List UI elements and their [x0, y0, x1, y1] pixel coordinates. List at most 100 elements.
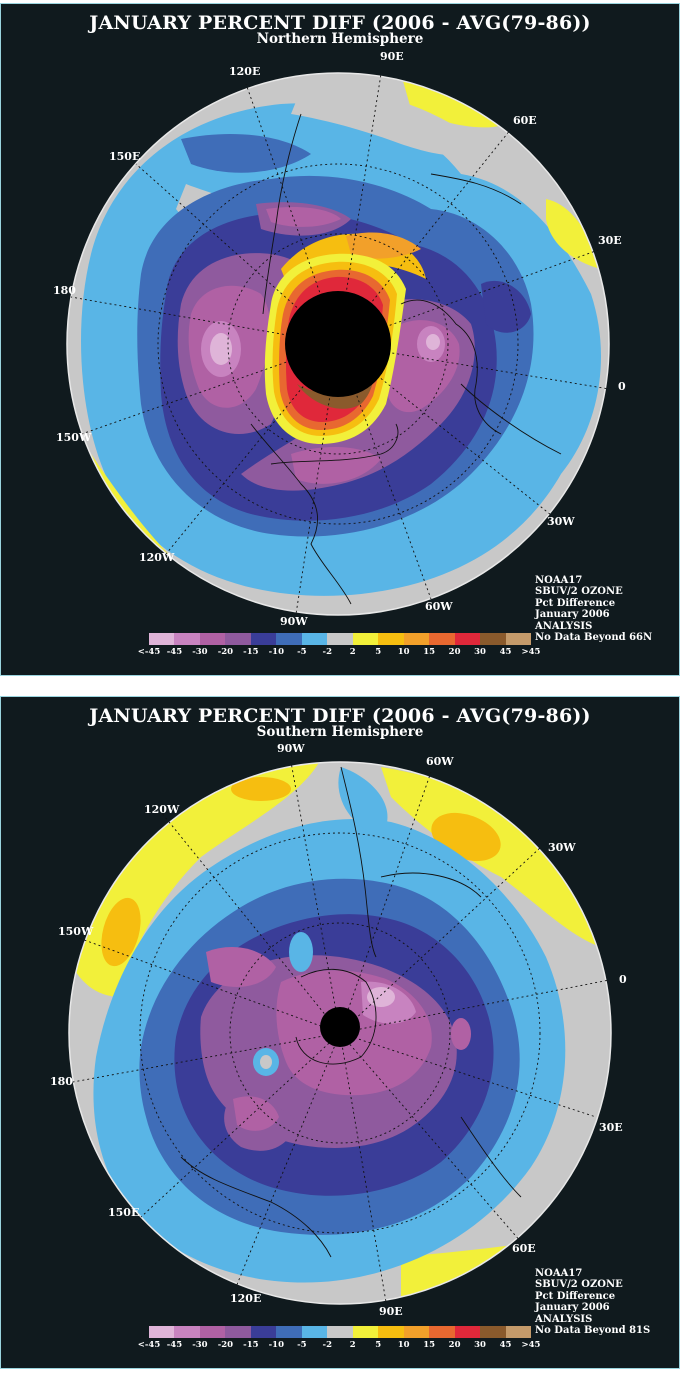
lon-label-120e: 120E [229, 65, 260, 78]
legend-swatch [301, 633, 328, 645]
map-title: JANUARY PERCENT DIFF (2006 - AVG(79-86)) [89, 705, 591, 727]
lon-label-60w: 60W [426, 755, 454, 768]
legend-tick: >45 [521, 647, 541, 657]
legend-swatch [480, 633, 506, 645]
lon-label-90e: 90E [379, 1305, 403, 1318]
lon-label-150e: 150E [108, 1206, 139, 1219]
legend-swatch [505, 633, 532, 645]
satellite-label: NOAA17 [535, 1268, 583, 1279]
no-data-pole-disk [285, 291, 391, 397]
legend-swatch [276, 1326, 302, 1338]
legend-swatch [225, 1326, 251, 1338]
legend-tick: 30 [474, 647, 486, 657]
legend-tick: 30 [474, 1340, 486, 1350]
legend-swatch [378, 633, 404, 645]
legend-swatch [505, 1326, 532, 1338]
instrument-label: SBUV/2 OZONE [535, 586, 623, 598]
quantity-label: Pct Difference [535, 597, 616, 609]
legend-tick-labels: <-45 -45 -30 -20 -15 -10 -5 -2 2 5 10 15 20 30 45 >45 [137, 647, 545, 659]
southern-hemisphere-map: 90W 60W 30W 0 30E 60E 90E 120E 150E 180 … [50, 742, 627, 1318]
date-label: January 2006 [535, 1302, 610, 1314]
legend-swatch [454, 1326, 481, 1338]
legend-tick: -10 [268, 1340, 285, 1350]
legend-tick: 10 [397, 647, 410, 657]
graticule [72, 761, 610, 1303]
legend-swatch [352, 1326, 379, 1338]
legend-swatch [250, 633, 277, 645]
legend-swatch [250, 1326, 277, 1338]
legend-tick: -20 [217, 647, 234, 657]
legend-tick: -15 [243, 647, 259, 657]
legend-tick: -15 [243, 1340, 259, 1350]
analysis-label: ANALYSIS [535, 620, 593, 632]
lon-label-30e: 30E [599, 1121, 623, 1134]
analysis-label: ANALYSIS [535, 1313, 593, 1325]
quantity-label: Pct Difference [535, 1290, 616, 1302]
lon-label-150w: 150W [56, 431, 92, 444]
legend-tick: -20 [217, 1340, 234, 1350]
no-data-note: No Data Beyond 81S [535, 1324, 651, 1336]
legend-swatch [276, 633, 302, 645]
lon-label-60e: 60E [512, 1242, 536, 1255]
lon-label-60e: 60E [513, 114, 537, 127]
color-legend [149, 633, 532, 645]
legend-swatch [174, 633, 200, 645]
legend-swatch [429, 633, 455, 645]
legend-tick: -2 [322, 1340, 332, 1350]
lon-label-30w: 30W [548, 841, 576, 854]
lon-label-120w: 120W [139, 551, 175, 564]
no-data-note: No Data Beyond 66N [535, 631, 653, 643]
color-legend [149, 1326, 532, 1338]
map-info-block: NOAA17 SBUV/2 OZONE Pct Difference Janua… [535, 1268, 650, 1336]
legend-swatch [199, 633, 226, 645]
lon-label-30e: 30E [598, 234, 622, 247]
legend-tick: <-45 [137, 647, 161, 657]
legend-tick: 2 [349, 647, 356, 657]
legend-tick: -10 [268, 647, 285, 657]
lon-label-90w: 90W [280, 615, 308, 628]
legend-swatch [174, 1326, 200, 1338]
instrument-label: SBUV/2 OZONE [535, 1279, 623, 1291]
ozone-contour-field [69, 762, 611, 1304]
legend-swatch [480, 1326, 506, 1338]
legend-tick: 20 [448, 1340, 461, 1350]
legend-swatch [378, 1326, 404, 1338]
legend-swatch [149, 633, 175, 645]
lon-label-90w: 90W [277, 742, 305, 755]
legend-tick: <-45 [137, 1340, 161, 1350]
legend-swatch [327, 1326, 353, 1338]
legend-tick: 2 [349, 1340, 356, 1350]
longitude-labels: 90E 60E 30E 0 30W 60W 90W 120W 150W 180 … [53, 50, 626, 628]
legend-swatch [327, 633, 353, 645]
legend-swatch [454, 633, 481, 645]
coastlines [180, 766, 522, 1258]
longitude-labels: 90W 60W 30W 0 30E 60E 90E 120E 150E 180 … [50, 742, 627, 1318]
northern-hemisphere-panel: JANUARY PERCENT DIFF (2006 - AVG(79-86))… [0, 3, 680, 676]
lon-label-120e: 120E [230, 1292, 261, 1305]
legend-tick: -45 [166, 647, 183, 657]
lon-label-180: 180 [53, 284, 76, 297]
legend-swatch [149, 1326, 175, 1338]
lon-label-0: 0 [619, 973, 627, 986]
legend-swatch [403, 633, 430, 645]
satellite-label: NOAA17 [535, 575, 583, 586]
legend-tick: 15 [423, 647, 436, 657]
map-info-block: NOAA17 SBUV/2 OZONE Pct Difference Janua… [535, 575, 652, 643]
legend-swatch [429, 1326, 455, 1338]
legend-tick: -2 [322, 647, 332, 657]
date-label: January 2006 [535, 609, 610, 621]
map-title: JANUARY PERCENT DIFF (2006 - AVG(79-86)) [89, 12, 591, 34]
legend-tick: >45 [521, 1340, 541, 1350]
legend-swatch [199, 1326, 226, 1338]
legend-tick: -30 [192, 647, 208, 657]
legend-tick: -30 [192, 1340, 208, 1350]
southern-hemisphere-panel: JANUARY PERCENT DIFF (2006 - AVG(79-86))… [0, 696, 680, 1369]
legend-tick: -5 [297, 1340, 307, 1350]
lon-label-60w: 60W [425, 600, 453, 613]
map-subtitle: Southern Hemisphere [256, 724, 424, 740]
legend-tick: 5 [375, 1340, 382, 1350]
legend-tick: 10 [397, 1340, 410, 1350]
legend-tick: 20 [448, 647, 461, 657]
lon-label-90e: 90E [380, 50, 404, 63]
lon-label-150w: 150W [58, 925, 94, 938]
